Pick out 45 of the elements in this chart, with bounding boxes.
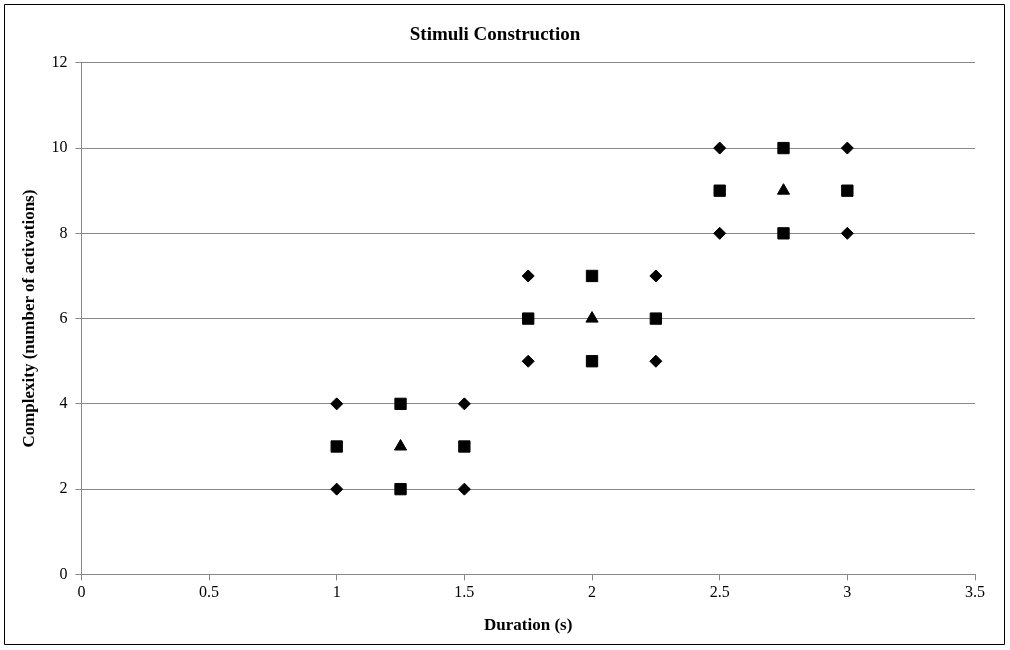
point xyxy=(840,141,854,155)
point xyxy=(457,397,471,411)
y-tick-label: 0 xyxy=(59,564,68,582)
point xyxy=(713,184,726,197)
point xyxy=(457,482,471,496)
point xyxy=(840,226,854,240)
point xyxy=(585,269,599,283)
point xyxy=(330,482,344,496)
point xyxy=(777,141,790,155)
x-axis-title: Duration (s) xyxy=(484,615,573,635)
point xyxy=(394,397,407,411)
point xyxy=(330,440,343,453)
y-tick-label: 4 xyxy=(59,394,68,412)
point xyxy=(393,439,408,451)
y-tick-label: 6 xyxy=(59,308,68,326)
x-tick-label: 3.5 xyxy=(965,583,985,601)
point xyxy=(713,141,727,155)
point xyxy=(521,269,535,283)
point xyxy=(841,184,854,197)
y-tick-label: 10 xyxy=(51,138,68,156)
y-axis-title: Complexity (number of activations) xyxy=(18,189,38,448)
point xyxy=(394,482,407,496)
point xyxy=(649,312,663,325)
x-tick-label: 1 xyxy=(332,583,341,601)
point xyxy=(585,311,599,323)
y-tick-label: 12 xyxy=(51,53,68,70)
x-tick-label: 1.5 xyxy=(454,583,475,601)
point xyxy=(458,440,471,453)
x-tick-label: 0.5 xyxy=(199,583,220,601)
point xyxy=(776,183,791,195)
point xyxy=(777,227,790,240)
x-tick-label: 0 xyxy=(77,583,86,601)
point xyxy=(649,269,663,283)
point xyxy=(713,226,727,240)
y-tick-label: 8 xyxy=(59,223,68,241)
point xyxy=(522,312,535,325)
x-tick-label: 3 xyxy=(843,583,852,601)
x-tick-label: 2 xyxy=(588,583,597,601)
y-tick-label: 2 xyxy=(59,479,68,497)
point xyxy=(649,354,663,368)
point xyxy=(330,397,344,411)
x-tick-label: 2.5 xyxy=(709,583,730,601)
point xyxy=(521,354,535,368)
point xyxy=(585,355,599,368)
chart-title: Stimuli Construction xyxy=(409,23,581,45)
